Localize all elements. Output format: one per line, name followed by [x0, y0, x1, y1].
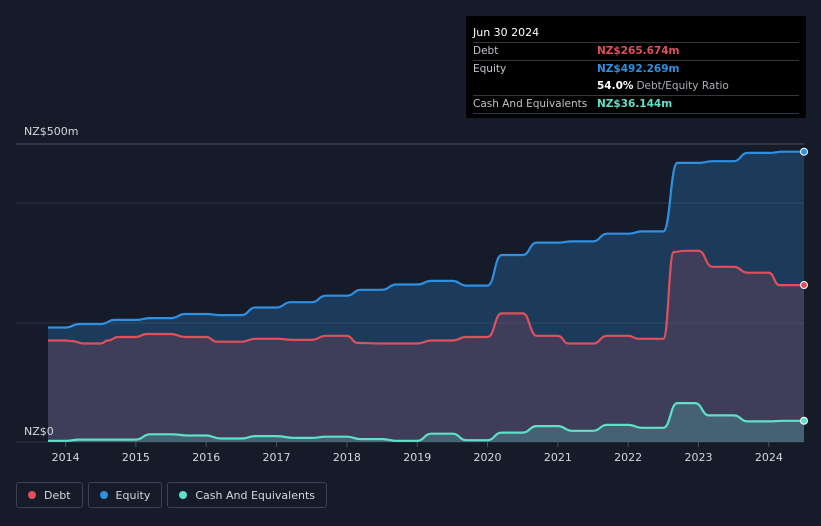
legend-cash-label: Cash And Equivalents	[195, 488, 315, 502]
data-tooltip: Jun 30 2024 Debt NZ$265.674m Equity NZ$4…	[466, 16, 806, 118]
legend-item-cash[interactable]: Cash And Equivalents	[167, 482, 327, 508]
line-cash-and-equivalents	[48, 402, 804, 442]
tooltip-date: Jun 30 2024	[473, 26, 540, 39]
x-tick-label: 2021	[544, 451, 572, 464]
tooltip-row-equity: Equity NZ$492.269m	[473, 60, 799, 78]
tooltip-cash-value: NZ$36.144m	[597, 98, 673, 110]
x-tick-label: 2023	[685, 451, 713, 464]
series-endpoints	[800, 147, 808, 425]
x-tick-label: 2022	[614, 451, 642, 464]
endpoint-debt	[800, 281, 808, 290]
legend-item-equity[interactable]: Equity	[87, 482, 163, 508]
x-tick-label: 2024	[755, 451, 783, 464]
y-axis-top-label: NZ$500m	[24, 125, 78, 138]
series-lines	[47, 150, 804, 442]
area-cash-and-equivalents	[48, 403, 804, 442]
area-equity	[48, 151, 804, 442]
tooltip-ratio-value: 54.0%	[597, 80, 634, 92]
endpoint-equity	[800, 147, 808, 156]
debt-dot-icon	[28, 491, 36, 499]
equity-dot-icon	[99, 491, 108, 499]
area-debt	[48, 250, 804, 442]
legend-item-debt[interactable]: Debt	[16, 482, 83, 508]
tooltip-ratio-label	[473, 78, 597, 95]
series-areas	[48, 151, 804, 442]
chart-legend: Debt Equity Cash And Equivalents	[16, 482, 327, 508]
tooltip-debt-value: NZ$265.674m	[597, 45, 680, 57]
x-axis-ticks: 2014 2015 2016 2017 2018 2019 2020 2021 2022 2023…	[52, 442, 783, 464]
x-tick-label: 2019	[403, 451, 431, 464]
x-tick-label: 2014	[52, 451, 80, 464]
tooltip-cash-label: Cash And Equivalents	[473, 98, 588, 110]
y-axis-bottom-label: NZ$0	[24, 425, 54, 438]
x-tick-label: 2016	[192, 451, 220, 464]
grid-lines	[16, 143, 804, 443]
tooltip-ratio-caption: Debt/Equity Ratio	[636, 80, 729, 92]
x-tick-label: 2015	[122, 451, 150, 464]
legend-debt-label: Debt	[44, 488, 71, 502]
legend-equity-label: Equity	[115, 488, 151, 502]
x-tick-label: 2017	[263, 451, 291, 464]
tooltip-equity-label: Equity	[473, 63, 507, 75]
cash-dot-icon	[179, 491, 188, 499]
line-equity	[48, 150, 804, 329]
tooltip-row-cash: Cash And Equivalents NZ$36.144m	[473, 95, 799, 114]
x-tick-label: 2018	[333, 451, 361, 464]
endpoint-cash-and-equivalents	[800, 416, 808, 425]
x-tick-label: 2020	[474, 451, 502, 464]
tooltip-row-debt: Debt NZ$265.674m	[473, 42, 799, 60]
line-debt	[47, 249, 804, 345]
tooltip-equity-value: NZ$492.269m	[597, 63, 680, 75]
tooltip-row-ratio: 54.0% Debt/Equity Ratio	[473, 78, 799, 95]
tooltip-debt-label: Debt	[473, 45, 499, 57]
